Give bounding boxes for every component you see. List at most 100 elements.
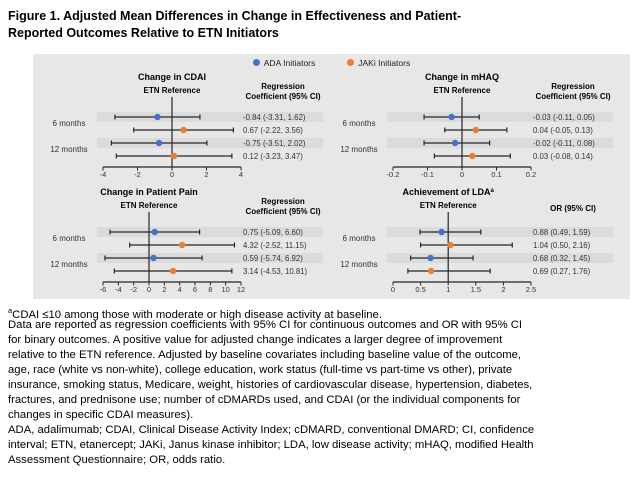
value-label: -0.75 (-3.51, 2.02) bbox=[243, 139, 306, 148]
ada-dot-icon bbox=[252, 59, 260, 66]
value-label: 0.68 (0.32, 1.45) bbox=[533, 254, 591, 263]
tick-label: 0 bbox=[170, 170, 174, 179]
footnote-abbreviations: ADA, adalimumab; CDAI, Clinical Disease … bbox=[8, 424, 535, 466]
tick-label: 2 bbox=[204, 170, 208, 179]
point-marker-jaki bbox=[469, 152, 476, 160]
footnote-a-text: CDAI ≤10 among those with moderate or hi… bbox=[12, 308, 382, 321]
footnote-a: aCDAI ≤10 among those with moderate or h… bbox=[8, 303, 632, 323]
tick-label: 0 bbox=[460, 170, 464, 179]
group-label: 6 months bbox=[53, 234, 86, 243]
value-label: -0.03 (-0.11, 0.05) bbox=[533, 113, 595, 122]
point-marker-jaki bbox=[170, 152, 178, 160]
legend: ADA Initiators JAKi Initiators bbox=[33, 54, 630, 69]
group-label: 12 months bbox=[50, 145, 87, 154]
value-column-header: Coefficient (95% CI) bbox=[245, 92, 320, 101]
value-label: 0.75 (-5.09, 6.60) bbox=[243, 228, 303, 237]
value-label: 4.32 (-2.52, 11.15) bbox=[243, 241, 307, 250]
panel-change-in-patient-pain: Change in Patient Pain ETN Reference Regre… bbox=[33, 184, 323, 299]
panel-achievement-of-lda: Achievement of LDAa ETN Reference OR (95% … bbox=[323, 184, 630, 299]
tick-label: 12 bbox=[237, 285, 245, 294]
tick-label: 10 bbox=[221, 285, 229, 294]
legend-label-ada: ADA Initiators bbox=[263, 57, 316, 68]
value-column-header: Regression bbox=[261, 197, 305, 206]
tick-label: 0.5 bbox=[415, 285, 425, 294]
tick-label: 0.2 bbox=[526, 170, 536, 179]
tick-label: 6 bbox=[193, 285, 197, 294]
value-column-header: OR (95% CI) bbox=[550, 204, 596, 213]
tick-label: 0 bbox=[391, 285, 395, 294]
point-marker-ada bbox=[155, 139, 163, 147]
group-label: 6 months bbox=[343, 119, 376, 128]
reference-label: ETN Reference bbox=[144, 86, 201, 95]
reference-label: ETN Reference bbox=[420, 201, 477, 210]
footnote-a-marker: a bbox=[8, 306, 13, 315]
row-band bbox=[97, 227, 323, 237]
point-marker-jaki bbox=[178, 241, 186, 249]
tick-label: -2 bbox=[134, 170, 141, 179]
row-band bbox=[97, 112, 323, 122]
jaki-dot-icon bbox=[347, 59, 355, 66]
legend-item-ada: ADA Initiators bbox=[252, 57, 316, 68]
tick-label: 2 bbox=[162, 285, 166, 294]
tick-label: 8 bbox=[208, 285, 212, 294]
forest-plot-1: Change in mHAQ ETN Reference RegressionCoe… bbox=[340, 72, 613, 179]
forest-panels: Change in CDAI ETN Reference Regression Coe… bbox=[33, 69, 630, 299]
point-marker-ada bbox=[427, 254, 434, 262]
value-label: 0.12 (-3.23, 3.47) bbox=[243, 152, 303, 161]
tick-label: -2 bbox=[130, 285, 137, 294]
group-label: 12 months bbox=[340, 260, 377, 269]
row-band bbox=[97, 138, 323, 148]
panel-title: Change in CDAI bbox=[138, 72, 206, 82]
value-label: 0.88 (0.49, 1.59) bbox=[533, 228, 591, 237]
row-band bbox=[387, 227, 613, 237]
point-marker-ada bbox=[150, 254, 157, 262]
legend-label-jaki: JAKi Initiators bbox=[358, 57, 411, 68]
tick-label: 4 bbox=[239, 170, 243, 179]
group-label: 12 months bbox=[50, 260, 87, 269]
row-band bbox=[97, 253, 323, 263]
panel-title: Achievement of LDAa bbox=[403, 187, 495, 197]
forest-plot-0: Change in CDAI ETN Reference RegressionCoe… bbox=[50, 72, 323, 179]
value-label: 0.69 (0.27, 1.76) bbox=[533, 267, 591, 276]
tick-label: 0 bbox=[147, 285, 151, 294]
panel-title: Change in mHAQ bbox=[425, 72, 499, 82]
row-band bbox=[387, 112, 613, 122]
forest-plot-2: Change in Patient Pain ETN Reference Regre… bbox=[50, 187, 323, 294]
tick-label: 2 bbox=[501, 285, 505, 294]
value-label: -0.84 (-3.31, 1.62) bbox=[243, 113, 306, 122]
figure-chart-area: ADA Initiators JAKi Initiators Change in… bbox=[33, 54, 630, 299]
value-label: 0.59 (-5.74, 6.92) bbox=[243, 254, 303, 263]
group-label: 6 months bbox=[53, 119, 86, 128]
reference-label: ETN Reference bbox=[434, 86, 491, 95]
point-marker-ada bbox=[448, 113, 455, 121]
value-label: 0.04 (-0.05, 0.13) bbox=[533, 126, 593, 135]
value-column-header: Regression bbox=[261, 82, 305, 91]
reference-label: ETN Reference bbox=[121, 201, 178, 210]
value-label: 1.04 (0.50, 2.16) bbox=[533, 241, 591, 250]
tick-label: -4 bbox=[115, 285, 122, 294]
legend-item-jaki: JAKi Initiators bbox=[347, 58, 410, 68]
group-label: 6 months bbox=[343, 234, 376, 243]
tick-label: 4 bbox=[178, 285, 182, 294]
point-marker-ada bbox=[151, 228, 158, 236]
tick-label: 0.1 bbox=[491, 170, 501, 179]
point-marker-ada bbox=[438, 228, 445, 236]
point-marker-ada bbox=[451, 139, 459, 147]
tick-label: -0.2 bbox=[387, 170, 400, 179]
tick-label: 2.5 bbox=[526, 285, 536, 294]
tick-label: -6 bbox=[100, 285, 107, 294]
value-label: 3.14 (-4.53, 10.81) bbox=[243, 267, 308, 276]
point-marker-jaki bbox=[472, 126, 479, 134]
value-column-header: Coefficient (95% CI) bbox=[535, 92, 610, 101]
point-marker-ada bbox=[154, 113, 161, 121]
value-column-header: Coefficient (95% CI) bbox=[245, 207, 320, 216]
tick-label: 1 bbox=[446, 285, 450, 294]
value-column-header: Regression bbox=[551, 82, 595, 91]
figure-title: Figure 1. Adjusted Mean Differences in C… bbox=[8, 9, 462, 40]
point-marker-jaki bbox=[427, 267, 435, 275]
panel-change-in-mhaq: Change in mHAQ ETN Reference Regression Coe… bbox=[323, 69, 630, 184]
value-label: 0.03 (-0.08, 0.14) bbox=[533, 152, 593, 161]
value-label: -0.02 (-0.11, 0.08) bbox=[533, 139, 595, 148]
group-label: 12 months bbox=[340, 145, 377, 154]
